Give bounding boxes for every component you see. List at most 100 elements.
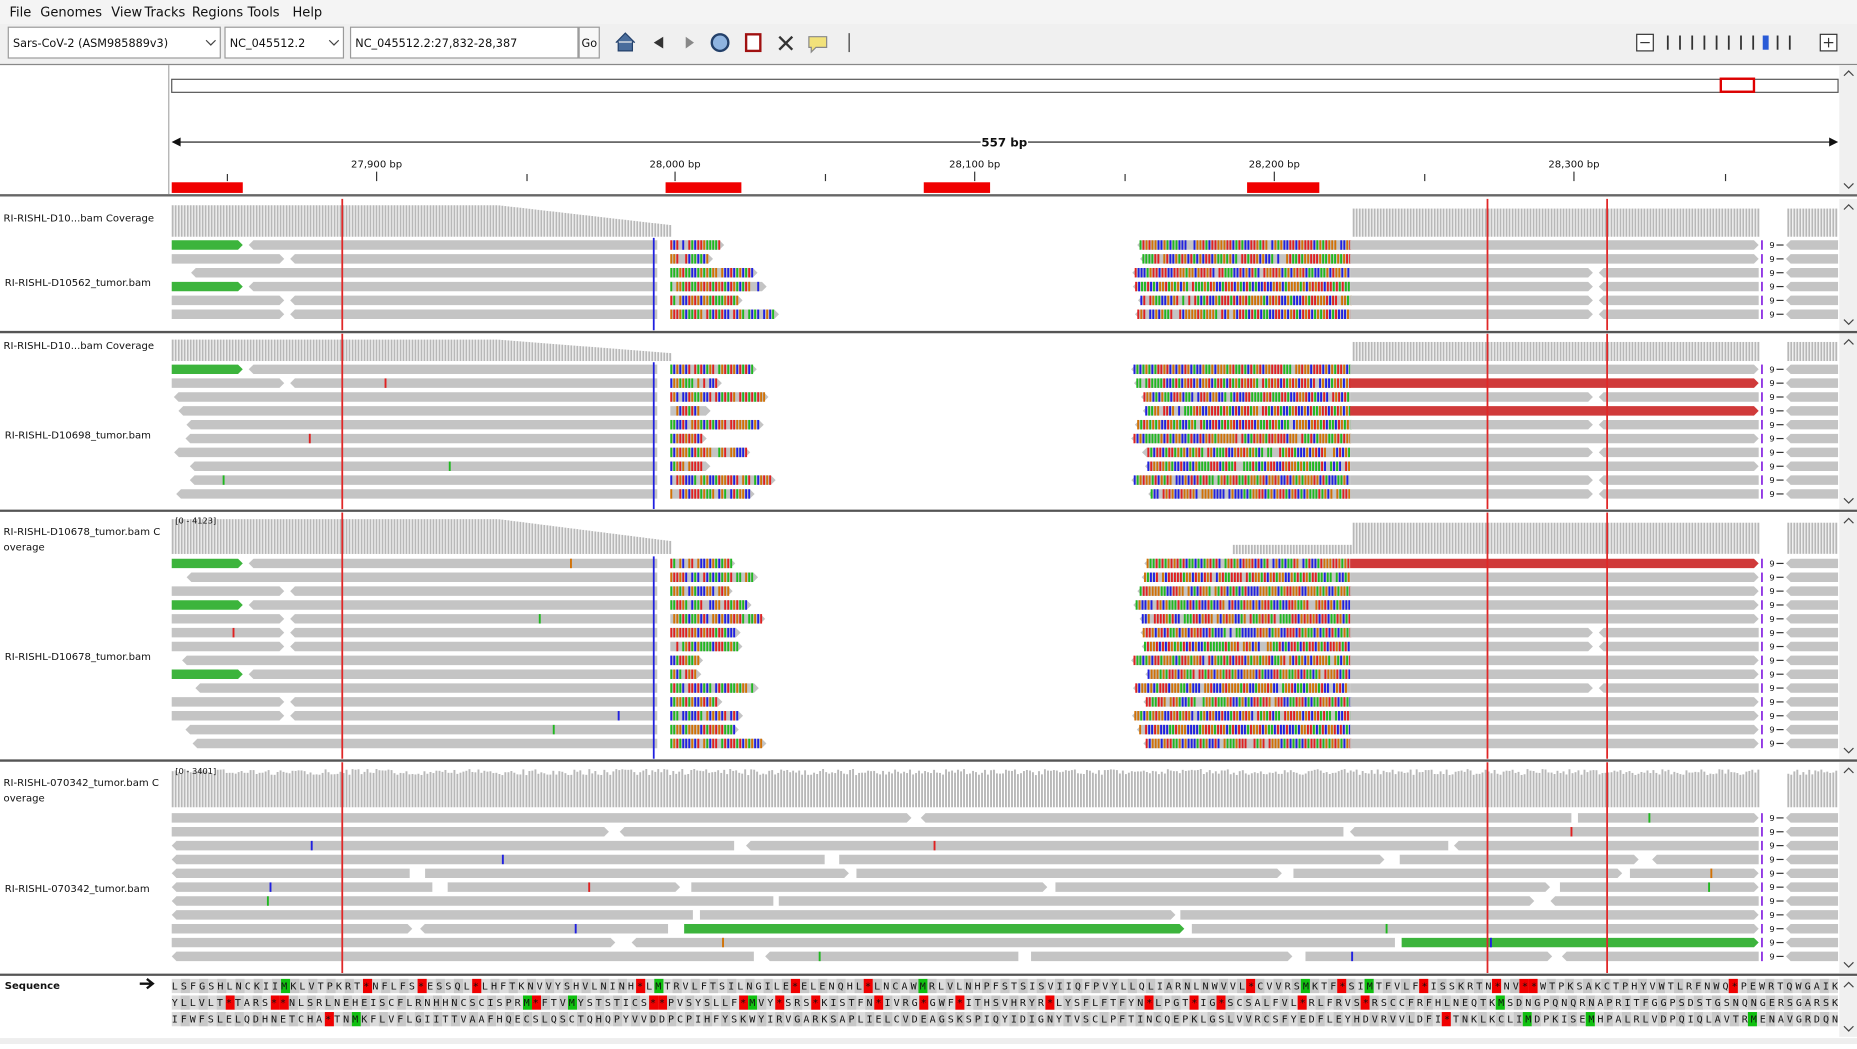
zoom-level[interactable] (1667, 36, 1669, 50)
zoom-level[interactable] (1704, 36, 1706, 50)
coverage-bar (495, 519, 497, 554)
coverage-bar (849, 770, 851, 807)
zoom-level[interactable] (1740, 36, 1742, 50)
coverage-bar (474, 772, 476, 807)
coverage-bar (555, 212, 557, 237)
scrollbar[interactable] (1839, 762, 1857, 973)
mismatch (1236, 420, 1238, 429)
mismatch (1306, 282, 1308, 291)
menu-item[interactable]: Tracks (143, 6, 185, 21)
mismatch (1315, 462, 1317, 471)
mismatch (1279, 600, 1281, 609)
coverage-bar (1380, 342, 1382, 361)
coverage-bar (304, 205, 306, 236)
read (172, 642, 285, 651)
genome-dropdown-text[interactable]: Sars-CoV-2 (ASM985889v3) (13, 37, 168, 50)
track-name[interactable]: RI-RISHL-D10...bam Coverage (4, 212, 165, 227)
strand-arrow[interactable] (140, 979, 153, 988)
coverage-bar (1233, 773, 1235, 808)
track-name[interactable]: RI-RISHL-070342_tumor.bam Coverage (4, 776, 165, 807)
coverage-bar (331, 340, 333, 361)
mismatch (730, 268, 732, 277)
coverage-bar (624, 220, 626, 237)
zoom-level[interactable] (1728, 36, 1730, 50)
read (185, 434, 657, 443)
refresh-button[interactable] (712, 34, 729, 51)
mismatch (727, 296, 729, 305)
mismatch (1147, 268, 1149, 277)
track-name[interactable]: RI-RISHL-D10678_tumor.bam Coverage (4, 526, 165, 557)
mismatch (751, 739, 753, 748)
go-button-text[interactable]: Go (581, 37, 597, 50)
alignment-track-name[interactable]: RI-RISHL-D10678_tumor.bam (5, 652, 151, 663)
alignment-track-name[interactable]: RI-RISHL-070342_tumor.bam (5, 884, 150, 895)
scrollbar[interactable] (1839, 65, 1857, 194)
coverage-bar (492, 340, 494, 361)
mismatch (1345, 448, 1347, 457)
menu-item[interactable]: Tools (247, 6, 280, 21)
coverage-bar (1527, 342, 1529, 361)
menu-item[interactable]: Regions (192, 6, 244, 21)
mismatch (1223, 669, 1225, 678)
mismatch (673, 240, 675, 249)
coverage-bar (1485, 342, 1487, 361)
menu-item[interactable]: File (9, 6, 31, 21)
coverage-bar (1829, 773, 1831, 807)
mismatch (1250, 725, 1252, 734)
mismatch (1341, 628, 1343, 637)
scrollbar[interactable] (1839, 199, 1857, 330)
scrollbar[interactable] (1839, 513, 1857, 759)
mismatch (1258, 683, 1260, 692)
locus-box-text[interactable]: NC_045512.2:27,832-28,387 (355, 37, 517, 50)
mismatch (1186, 683, 1188, 692)
menu-item[interactable]: Genomes (40, 6, 102, 21)
coverage-bar (1368, 342, 1370, 361)
alignment-track-name[interactable]: RI-RISHL-D10698_tumor.bam (5, 431, 151, 442)
coverage-bar (1464, 772, 1466, 807)
zoom-level[interactable] (1777, 36, 1779, 50)
zoom-level[interactable] (1763, 36, 1769, 50)
mismatch (760, 739, 762, 748)
coverage-bar (1823, 523, 1825, 554)
mismatch (1305, 392, 1307, 401)
chromosome-dropdown-text[interactable]: NC_045512.2 (230, 37, 306, 50)
mismatch (721, 475, 723, 484)
mismatch (1254, 475, 1256, 484)
mismatch (1305, 475, 1307, 484)
mismatch (691, 559, 693, 568)
coverage-bar (1266, 774, 1268, 807)
mismatch (721, 448, 723, 457)
mismatch (718, 600, 720, 609)
mismatch (1321, 642, 1323, 651)
mismatch (757, 420, 759, 429)
mismatch (1341, 268, 1343, 277)
mismatch (682, 282, 684, 291)
menu-item[interactable]: Help (293, 6, 323, 21)
coverage-bar (1581, 775, 1583, 808)
coverage-bar (415, 205, 417, 236)
coverage-bar (433, 519, 435, 554)
zoom-level[interactable] (1752, 36, 1754, 50)
menu-item[interactable]: View (111, 6, 142, 21)
zoom-level[interactable] (1679, 36, 1681, 50)
track-name[interactable]: RI-RISHL-D10...bam Coverage (4, 340, 165, 355)
mismatch (1179, 420, 1181, 429)
zoom-level[interactable] (1716, 36, 1718, 50)
zoom-level[interactable] (1789, 36, 1791, 50)
coverage-bar (1835, 342, 1837, 361)
mismatch (1325, 725, 1327, 734)
mismatch (676, 725, 678, 734)
mismatch (1140, 711, 1142, 720)
alignment-track-name[interactable]: RI-RISHL-D10562_tumor.bam (5, 278, 151, 289)
mismatch (1271, 240, 1273, 249)
roi-button[interactable] (746, 34, 760, 51)
mismatch (1169, 614, 1171, 623)
coverage-bar (214, 340, 216, 361)
coverage-bar (888, 772, 890, 808)
zoom-level[interactable] (1691, 36, 1693, 50)
scrollbar[interactable] (1839, 334, 1857, 509)
mismatch (1178, 600, 1180, 609)
coverage-bar (972, 771, 974, 807)
coverage-bar (334, 774, 336, 807)
mismatch (691, 282, 693, 291)
